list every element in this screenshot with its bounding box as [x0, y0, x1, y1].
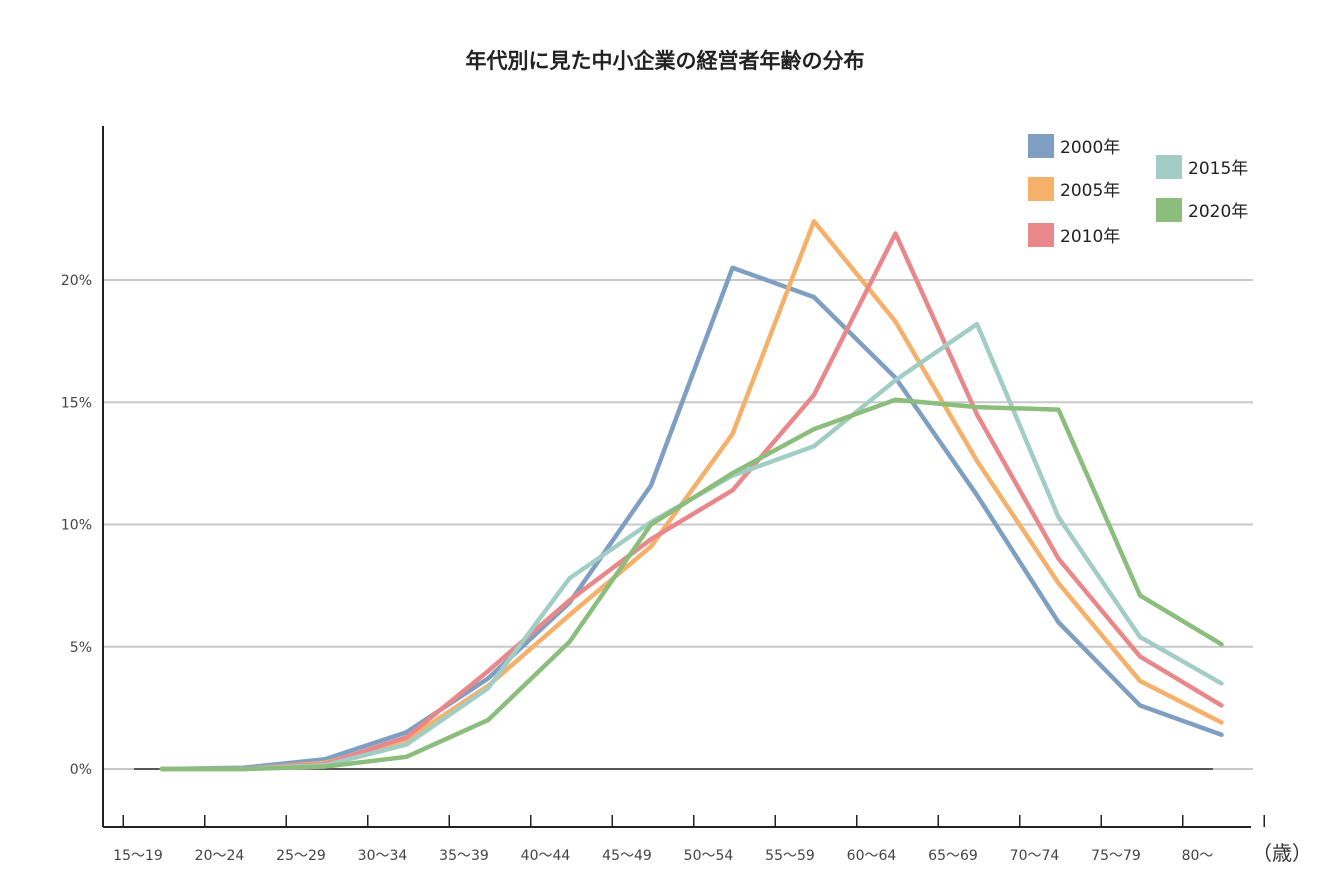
legend-label: 2020年: [1188, 202, 1248, 222]
x-tick-label: 35～39: [439, 848, 489, 864]
series-lines: [159, 219, 1224, 772]
legend-label: 2000年: [1060, 138, 1120, 158]
legend-swatch: [1156, 198, 1182, 222]
legend-swatch: [1028, 134, 1054, 158]
x-tick-label: 25～29: [276, 848, 326, 864]
x-tick-label: 30～34: [358, 848, 408, 864]
legend-item: 2015年: [1156, 155, 1248, 179]
x-tick-label: 15～19: [113, 848, 163, 864]
x-tick-label: 70～74: [1010, 848, 1060, 864]
legend-item: 2000年: [1028, 134, 1120, 158]
series-line-2000: [159, 265, 1224, 772]
legend-label: 2010年: [1060, 227, 1120, 247]
legend-swatch: [1028, 223, 1054, 247]
chart-title: 年代別に見た中小企業の経営者年齢の分布: [466, 49, 865, 73]
y-tick-label: 5%: [70, 640, 92, 656]
x-tick-label: 60～64: [847, 848, 897, 864]
series-line-2020: [159, 397, 1224, 772]
x-tick-label: 55～59: [765, 848, 815, 864]
y-tick-label: 0%: [70, 762, 92, 778]
x-tick-label: 80～: [1182, 848, 1214, 864]
y-tick-label: 15%: [61, 395, 92, 411]
legend-item: 2005年: [1028, 177, 1120, 201]
x-tick-label: 40～44: [521, 848, 571, 864]
legend-label: 2015年: [1188, 159, 1248, 179]
legend-swatch: [1156, 155, 1182, 179]
gridlines: 0% 5% 10% 15% 20%: [61, 273, 1253, 778]
x-axis-unit-label: （歳）: [1252, 841, 1312, 865]
y-tick-label: 20%: [61, 273, 92, 289]
series-line-2005: [159, 219, 1224, 772]
legend-label: 2005年: [1060, 181, 1120, 201]
legend-item: 2020年: [1156, 198, 1248, 222]
x-tick-label: 45～49: [602, 848, 652, 864]
legend: 2000年 2005年 2010年 2015年 2020年: [1028, 134, 1248, 247]
series-line-2015: [159, 321, 1224, 772]
x-tick-label: 20～24: [195, 848, 245, 864]
legend-item: 2010年: [1028, 223, 1120, 247]
y-tick-label: 10%: [61, 518, 92, 534]
x-tick-label: 75～79: [1091, 848, 1141, 864]
x-tick-label: 65～69: [928, 848, 978, 864]
x-tick-label: 50～54: [684, 848, 734, 864]
axes: 15～19 20～24 25～29 30～34 35～39 40～44 45～49 50～54…: [102, 126, 1265, 864]
legend-swatch: [1028, 177, 1054, 201]
